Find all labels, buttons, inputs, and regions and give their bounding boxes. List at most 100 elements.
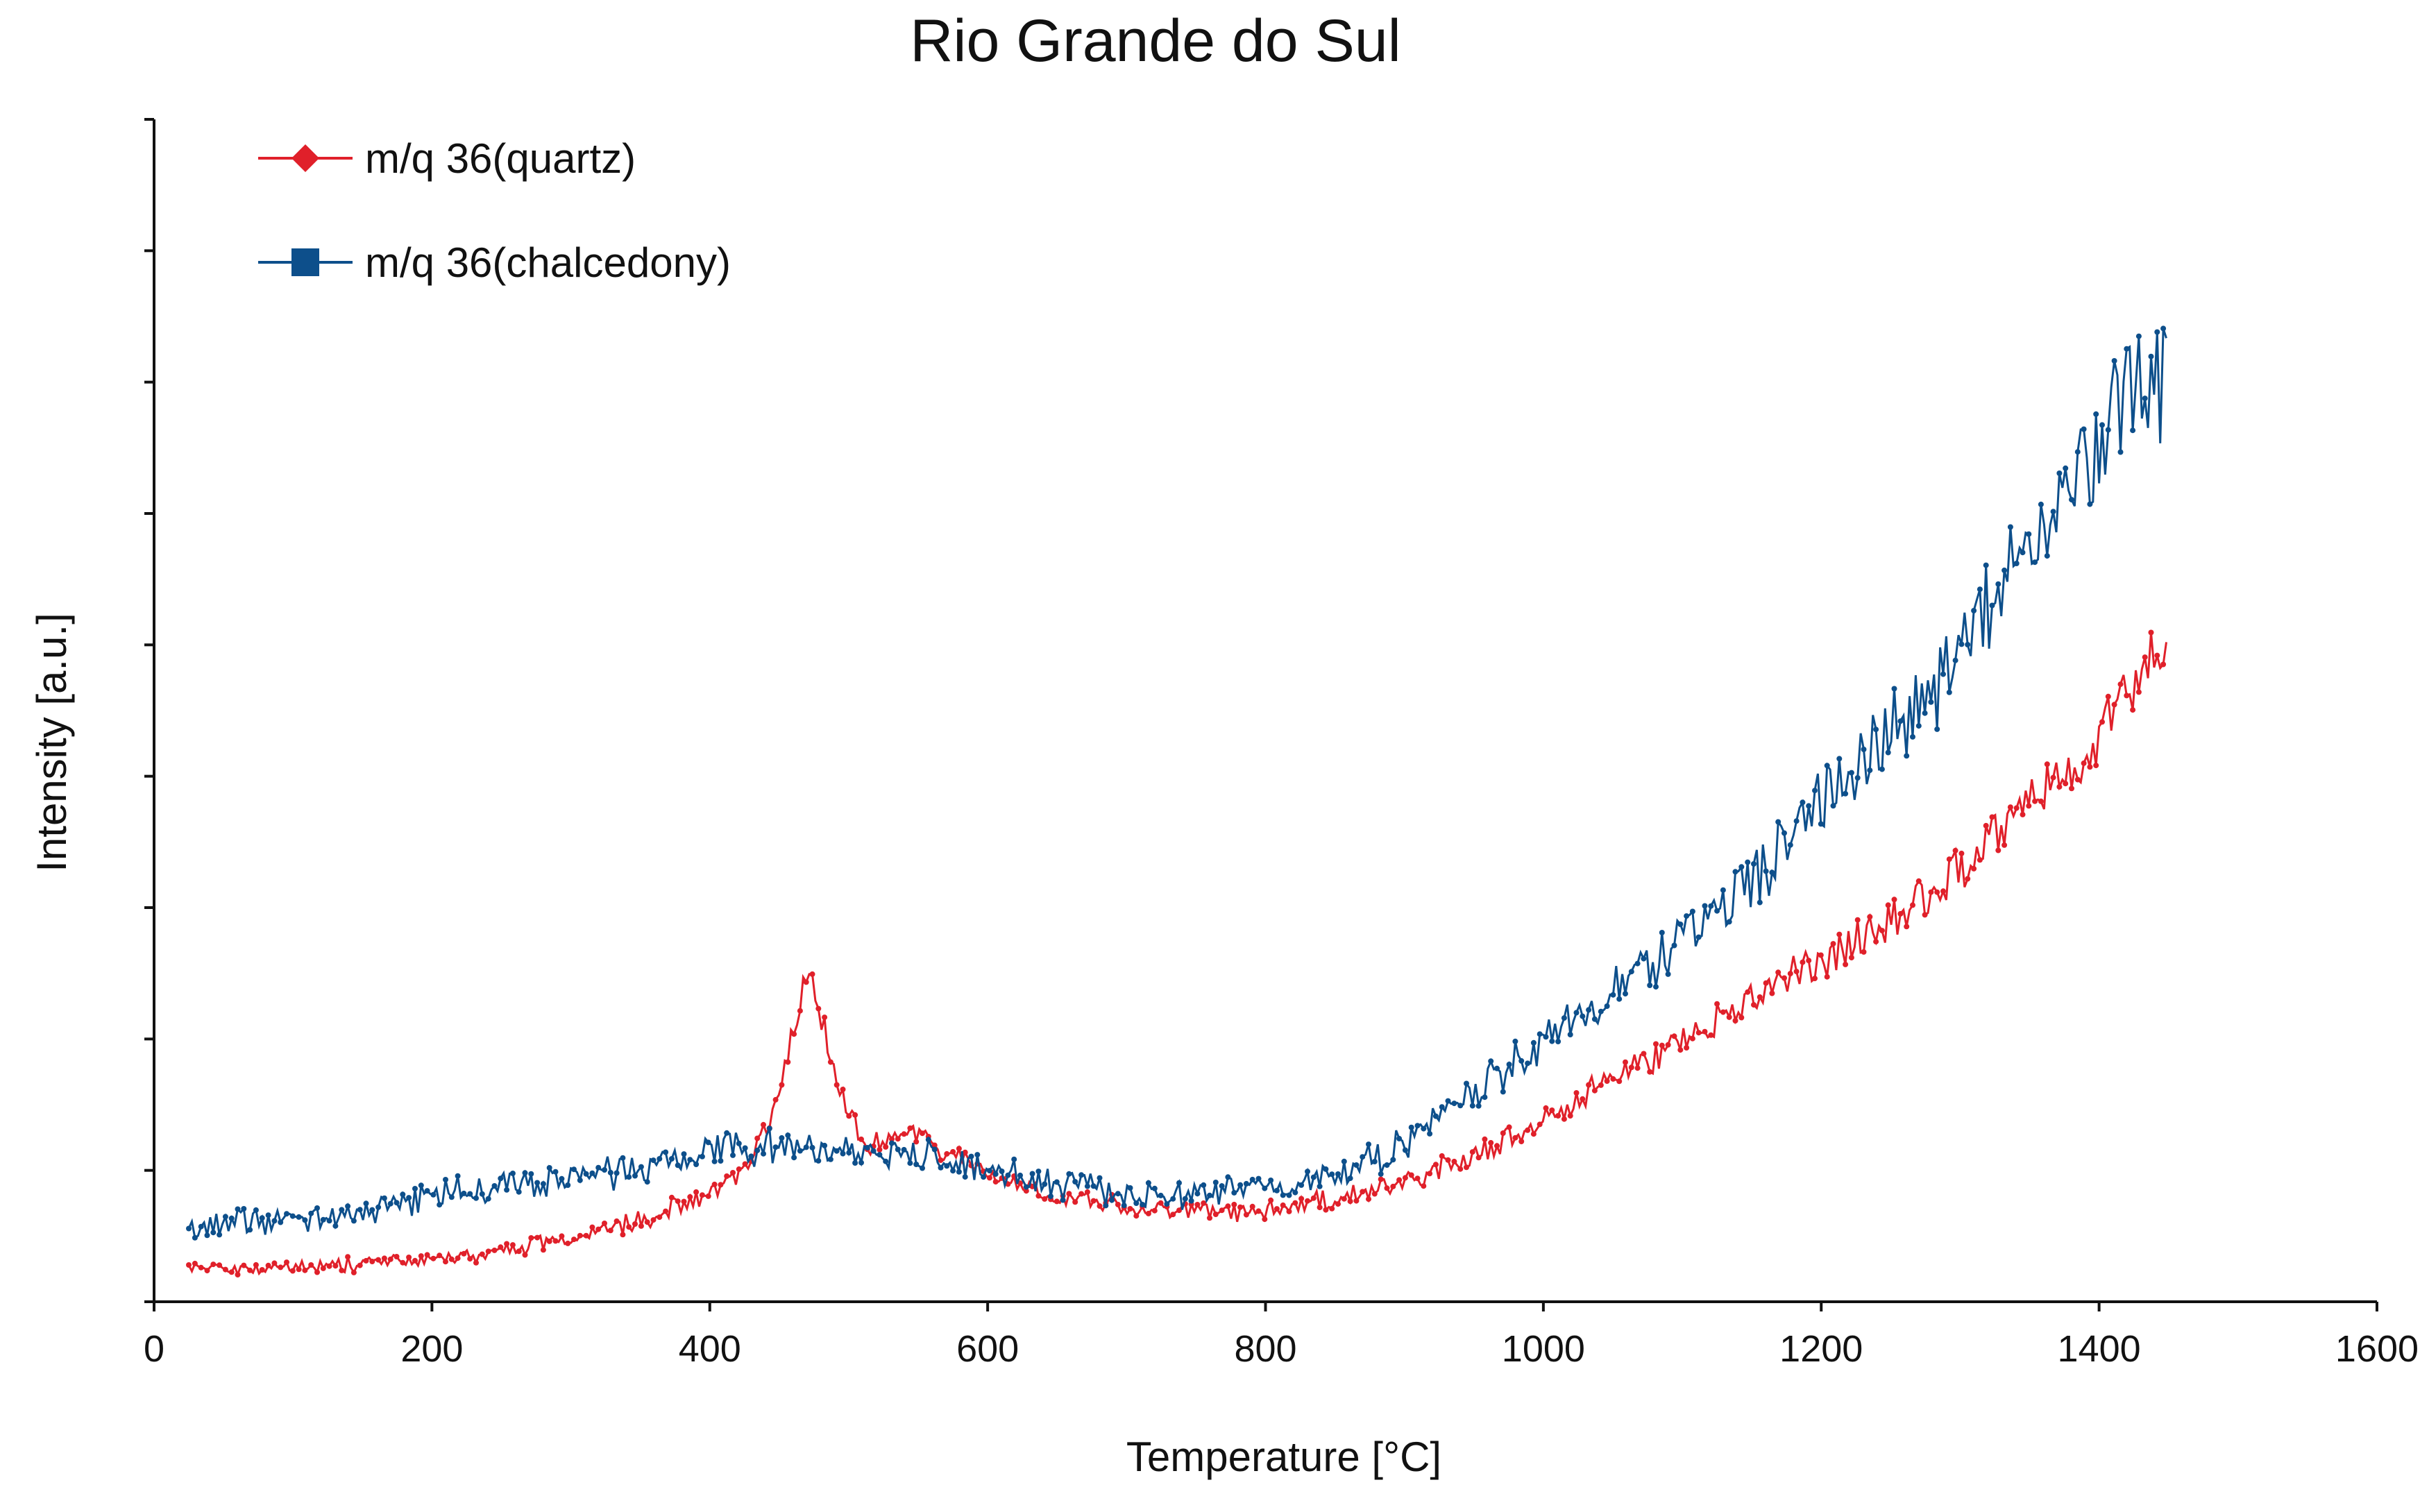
data-point bbox=[699, 1192, 705, 1198]
data-point bbox=[284, 1211, 289, 1217]
data-point bbox=[1616, 1078, 1623, 1085]
data-point bbox=[1573, 1090, 1580, 1096]
data-point bbox=[1194, 1202, 1201, 1207]
data-point bbox=[1812, 788, 1818, 794]
data-point bbox=[1598, 1082, 1604, 1088]
data-point bbox=[2117, 449, 2124, 455]
chart-title: Rio Grande do Sul bbox=[910, 8, 1401, 74]
data-point bbox=[981, 1174, 987, 1180]
data-point bbox=[956, 1146, 962, 1152]
data-point bbox=[1255, 1175, 1262, 1182]
data-point bbox=[1305, 1198, 1310, 1204]
series-layer bbox=[186, 325, 2167, 1278]
data-point bbox=[455, 1255, 461, 1262]
data-point bbox=[363, 1200, 369, 1207]
data-point bbox=[565, 1240, 571, 1246]
data-point bbox=[1237, 1182, 1244, 1188]
data-point bbox=[2069, 497, 2074, 503]
data-point bbox=[1793, 818, 1800, 824]
data-point bbox=[1469, 1149, 1475, 1155]
data-point bbox=[1965, 642, 1971, 647]
data-point bbox=[870, 1148, 877, 1154]
data-point bbox=[1989, 602, 1995, 609]
data-point bbox=[1341, 1196, 1347, 1202]
data-point bbox=[2087, 764, 2093, 770]
legend-label-quartz: m/q 36(quartz) bbox=[365, 135, 636, 182]
data-point bbox=[1720, 1009, 1726, 1015]
data-point bbox=[2026, 803, 2032, 809]
data-point bbox=[687, 1194, 693, 1200]
data-point bbox=[1023, 1188, 1029, 1194]
data-point bbox=[589, 1224, 595, 1230]
data-point bbox=[840, 1150, 846, 1157]
data-point bbox=[1738, 1014, 1745, 1021]
data-point bbox=[271, 1260, 278, 1266]
data-point bbox=[785, 1059, 791, 1065]
data-point bbox=[827, 1156, 833, 1162]
data-point bbox=[363, 1257, 369, 1264]
x-tick-label: 1600 bbox=[2335, 1328, 2419, 1370]
data-point bbox=[1623, 1059, 1628, 1065]
data-point bbox=[1787, 842, 1793, 848]
data-point bbox=[1201, 1200, 1207, 1206]
data-point bbox=[877, 1146, 883, 1153]
data-point bbox=[1207, 1215, 1212, 1221]
data-point bbox=[675, 1198, 681, 1205]
data-point bbox=[1243, 1180, 1249, 1187]
data-point bbox=[259, 1267, 265, 1273]
data-point bbox=[833, 1082, 840, 1088]
data-point bbox=[1915, 878, 1922, 884]
data-point bbox=[2013, 561, 2020, 566]
data-point bbox=[779, 1082, 785, 1088]
data-point bbox=[461, 1190, 467, 1196]
data-point bbox=[595, 1226, 602, 1232]
data-point bbox=[1904, 753, 1910, 759]
data-point bbox=[1341, 1158, 1347, 1164]
data-point bbox=[1231, 1189, 1237, 1196]
data-point bbox=[1830, 803, 1836, 809]
data-point bbox=[1555, 1039, 1562, 1044]
data-point bbox=[779, 1135, 785, 1141]
data-point bbox=[448, 1194, 455, 1200]
data-point bbox=[1763, 868, 1769, 874]
data-point bbox=[2074, 449, 2081, 455]
data-point bbox=[1464, 1080, 1469, 1087]
data-point bbox=[1610, 992, 1616, 998]
data-point bbox=[840, 1087, 846, 1092]
data-point bbox=[186, 1225, 192, 1232]
data-point bbox=[522, 1170, 528, 1176]
series-line-m-q-36-quartz bbox=[187, 632, 2167, 1278]
data-point bbox=[1097, 1203, 1103, 1209]
data-point bbox=[962, 1174, 968, 1180]
data-point bbox=[1396, 1177, 1403, 1183]
data-point bbox=[1751, 1002, 1757, 1008]
data-point bbox=[198, 1223, 204, 1230]
data-point bbox=[1182, 1196, 1188, 1202]
data-point bbox=[1194, 1191, 1201, 1197]
data-point bbox=[540, 1181, 546, 1187]
data-point bbox=[1726, 1014, 1732, 1020]
data-point bbox=[1549, 1107, 1555, 1113]
data-point bbox=[1432, 1113, 1439, 1119]
data-point bbox=[657, 1156, 663, 1162]
data-point bbox=[1915, 723, 1922, 729]
data-point bbox=[1580, 1096, 1586, 1102]
data-point bbox=[424, 1252, 430, 1258]
data-point bbox=[504, 1241, 510, 1247]
data-point bbox=[320, 1265, 326, 1271]
data-point bbox=[1769, 990, 1775, 996]
data-point bbox=[509, 1171, 516, 1176]
data-point bbox=[589, 1170, 595, 1176]
data-point bbox=[1861, 747, 1867, 752]
data-point bbox=[791, 1155, 797, 1161]
data-point bbox=[393, 1254, 400, 1259]
data-point bbox=[705, 1193, 711, 1199]
data-point bbox=[1237, 1204, 1244, 1210]
data-point bbox=[1439, 1153, 1445, 1159]
data-point bbox=[1641, 955, 1647, 962]
data-point bbox=[901, 1146, 907, 1153]
data-point bbox=[1995, 581, 2001, 587]
data-point bbox=[920, 1165, 925, 1171]
data-point bbox=[1671, 942, 1677, 949]
data-point bbox=[1268, 1197, 1274, 1203]
